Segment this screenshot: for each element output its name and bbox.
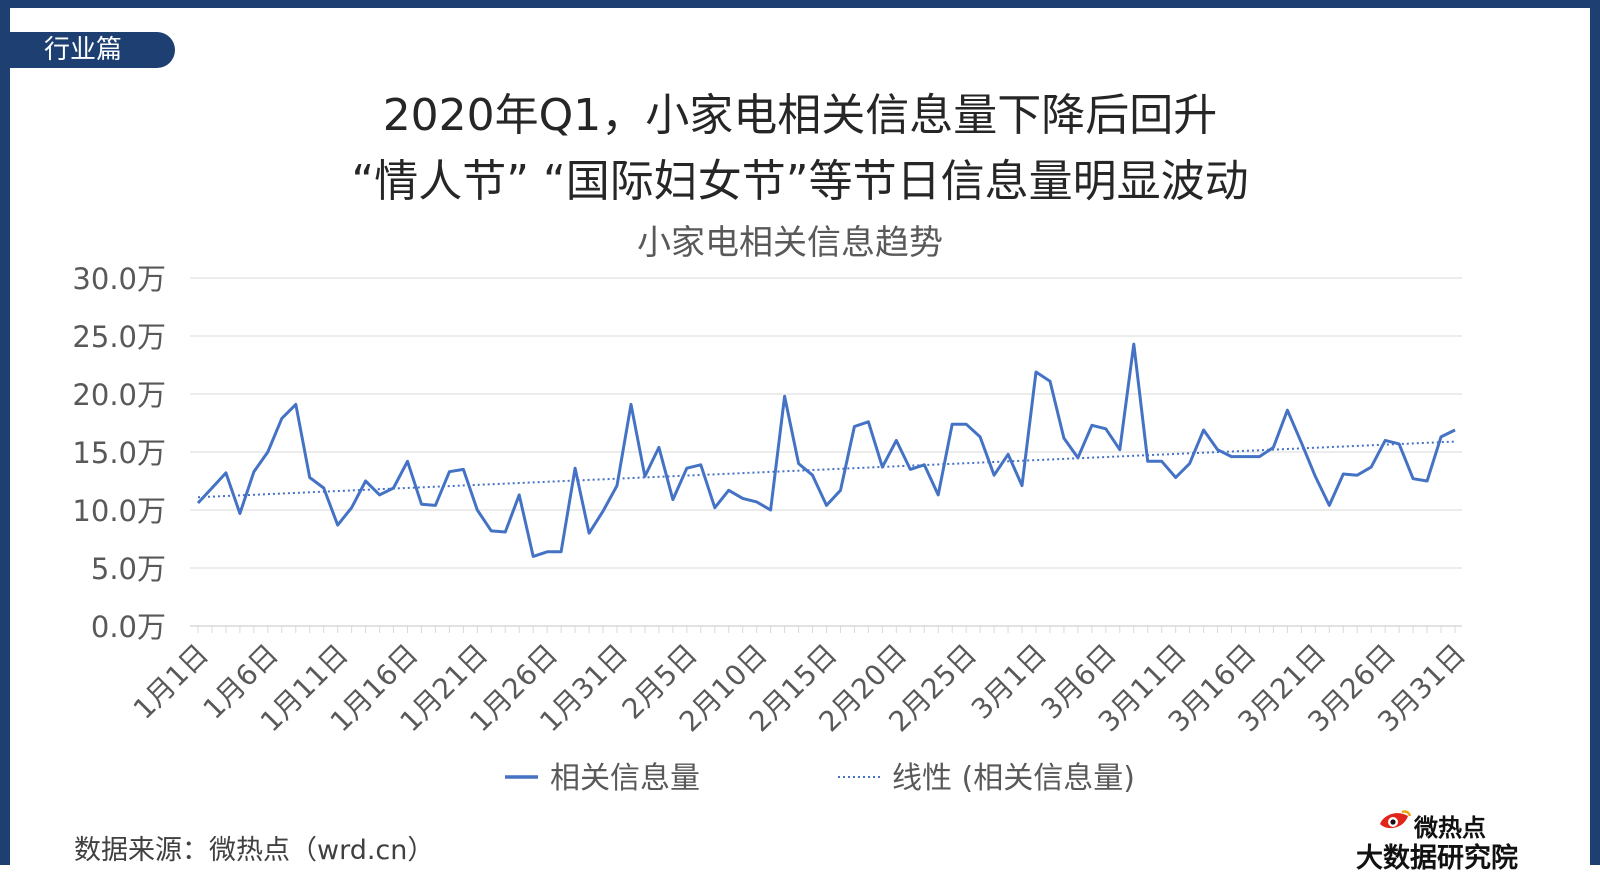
legend-label-trendline: 线性 (相关信息量) [892, 761, 1135, 796]
y-axis-labels: 0.0万 5.0万 10.0万 15.0万 20.0万 25.0万 30.0万 [72, 262, 166, 644]
headline-line-1: 2020年Q1，小家电相关信息量下降后回升 [382, 90, 1218, 141]
y-tick-label: 5.0万 [91, 552, 166, 586]
y-tick-label: 0.0万 [91, 610, 166, 644]
legend: 相关信息量 线性 (相关信息量) [505, 761, 1135, 796]
series-layer [196, 342, 1456, 558]
trendline [197, 440, 1456, 499]
logo-bottom-text: 大数据研究院 [1356, 843, 1518, 874]
chart-title: 小家电相关信息趋势 [637, 223, 943, 263]
x-tick-label: 3月1日 [965, 638, 1053, 726]
y-tick-label: 10.0万 [72, 494, 166, 528]
series-line [196, 342, 1456, 558]
data-source-note: 数据来源：微热点（wrd.cn） [74, 835, 435, 866]
headline-line-2: “情人节” “国际妇女节”等节日信息量明显波动 [351, 156, 1249, 207]
grid-lines [190, 277, 1462, 569]
y-tick-label: 30.0万 [72, 262, 166, 296]
logo-top-text: 微热点 [1414, 814, 1486, 842]
frame-left-bar [0, 0, 10, 865]
frame-right-bar [1590, 0, 1600, 865]
x-axis [190, 625, 1462, 633]
y-tick-label: 20.0万 [72, 378, 166, 412]
frame-top-bar [0, 0, 1600, 8]
y-tick-label: 15.0万 [72, 436, 166, 470]
legend-label-series: 相关信息量 [550, 761, 700, 796]
logo: 微热点 大数据研究院 [1356, 806, 1546, 874]
x-axis-labels: 1月1日1月6日1月11日1月16日1月21日1月26日1月31日2月5日2月1… [127, 638, 1472, 739]
logo-eye-icon [1380, 810, 1412, 829]
y-tick-label: 25.0万 [72, 320, 166, 354]
section-tab: 行业篇 [10, 32, 175, 68]
x-tick-label: 1月1日 [127, 638, 215, 726]
